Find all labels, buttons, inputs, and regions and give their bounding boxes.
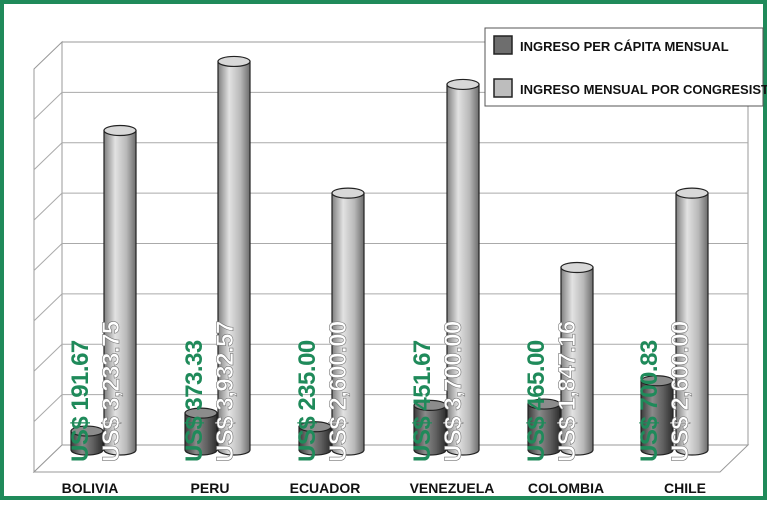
legend-label-congresista: INGRESO MENSUAL POR CONGRESISTA [520, 82, 767, 97]
bar-per-capita-top [640, 375, 674, 387]
bar-per-capita-top [298, 421, 332, 433]
bar-congresista [331, 192, 365, 456]
x-tick-label: CHILE [664, 480, 706, 496]
bar-congresista [217, 60, 251, 456]
data-label-per-capita: US$ 191.67 [67, 340, 94, 462]
bar-congresista-top [560, 261, 594, 274]
gridline-side [33, 142, 63, 171]
bar-per-capita [70, 430, 104, 456]
bar-per-capita [298, 426, 332, 456]
legend-swatch-congresista [493, 78, 513, 98]
data-label-congresista: US$ 3,700.00 [440, 321, 467, 462]
data-label-per-capita: US$ 700.83 [636, 340, 663, 462]
x-tick-label: PERU [191, 480, 230, 496]
legend-box [484, 27, 764, 107]
x-tick-label: ECUADOR [290, 480, 361, 496]
gridline-side [33, 394, 63, 422]
bar-congresista-top [675, 187, 709, 199]
bar-congresista-top [217, 55, 251, 68]
data-label-congresista: US$ 3,932.57 [212, 321, 239, 462]
gridline-side [33, 192, 63, 221]
bar-per-capita [527, 403, 561, 456]
bar-congresista [675, 192, 709, 456]
bar-per-capita-top [184, 407, 218, 419]
gridline-side [33, 293, 63, 322]
bar-per-capita-top [413, 399, 447, 411]
bar-congresista-top [446, 78, 480, 91]
data-label-congresista: US$ 2,600.00 [667, 321, 694, 462]
data-label-congresista: US$ 1,847.16 [554, 321, 581, 462]
bar-per-capita [184, 412, 218, 456]
gridline-side [33, 92, 63, 120]
bar-congresista [560, 266, 594, 456]
data-label-per-capita: US$ 465.00 [523, 340, 550, 462]
data-label-per-capita: US$ 373.33 [181, 340, 208, 462]
data-label-congresista: US$ 3,233.75 [98, 321, 125, 462]
bar-congresista-top [331, 187, 365, 199]
x-tick-label: VENEZUELA [410, 480, 495, 496]
x-tick-label: COLOMBIA [528, 480, 604, 496]
legend: INGRESO PER CÁPITA MENSUAL INGRESO MENSU… [484, 27, 767, 107]
bar-congresista [446, 83, 480, 456]
data-label-congresista: US$ 2,600.00 [325, 321, 352, 462]
gridline-side [33, 243, 63, 271]
bar-per-capita-top [527, 398, 561, 410]
data-label-per-capita: US$ 235.00 [294, 340, 321, 462]
bar-per-capita-top [70, 425, 104, 437]
legend-label-per-capita: INGRESO PER CÁPITA MENSUAL [520, 39, 729, 54]
x-tick-label: BOLIVIA [62, 480, 119, 496]
bar-congresista-top [103, 124, 137, 137]
bar-per-capita [413, 404, 447, 456]
legend-swatch-per-capita [493, 35, 513, 55]
bar-congresista [103, 129, 137, 456]
gridline-side [33, 343, 63, 372]
data-label-per-capita: US$ 451.67 [409, 340, 436, 462]
bar-per-capita [640, 380, 674, 456]
